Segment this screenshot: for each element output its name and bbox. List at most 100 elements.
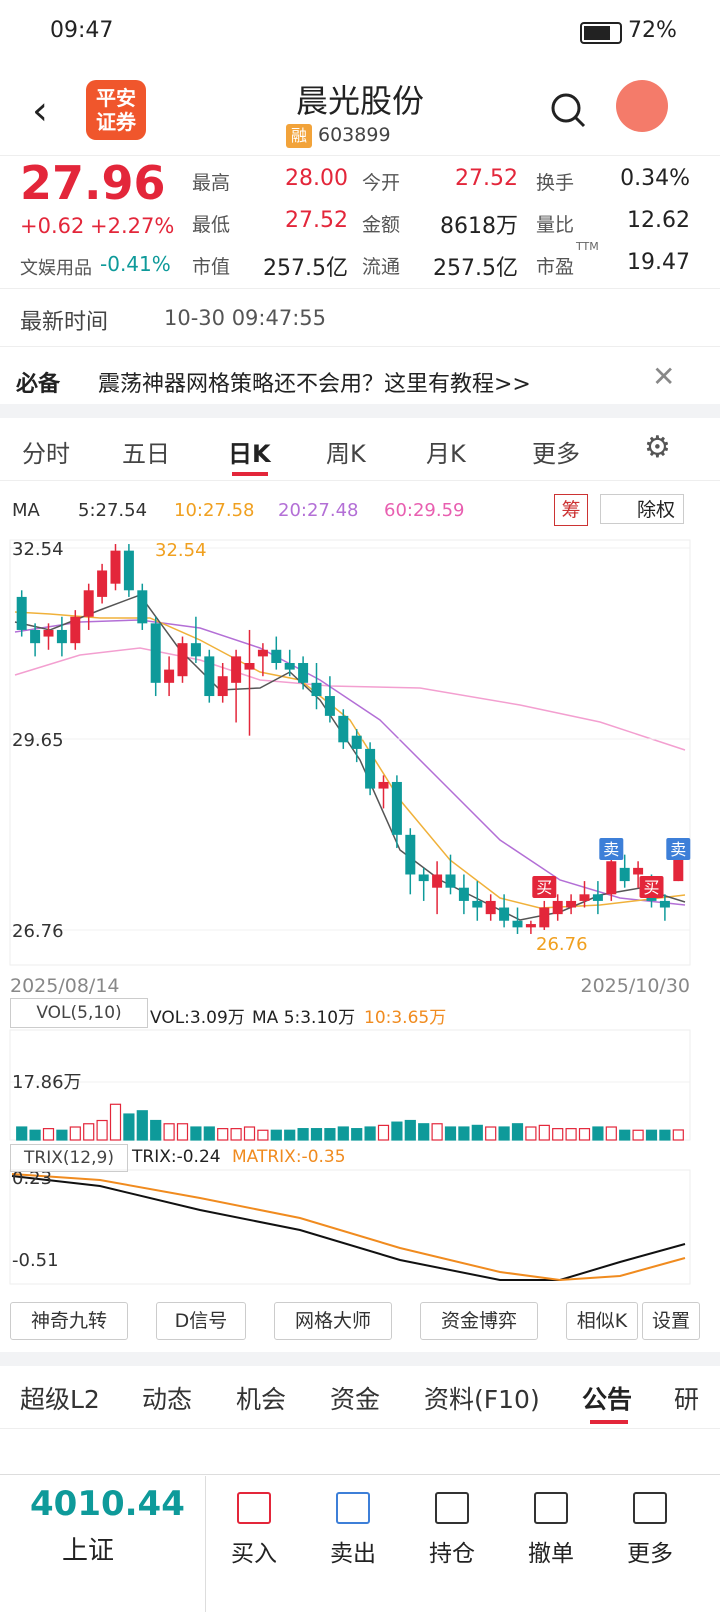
volume-bar [109, 1103, 122, 1141]
stat-value: 27.52 [455, 166, 518, 191]
volume-bar [565, 1128, 577, 1141]
candle-body [16, 596, 27, 630]
info-tab[interactable]: 超级L2 [20, 1385, 100, 1414]
y-tick-label: 0.23 [12, 1168, 52, 1189]
stat-value: 27.52 [285, 208, 348, 233]
volume-bar [29, 1129, 41, 1141]
info-tab[interactable]: 资金 [330, 1385, 381, 1414]
candle-body [217, 676, 228, 697]
bottom-button[interactable]: 卖出 [330, 1541, 376, 1567]
ma-value: 60:29.59 [384, 500, 465, 521]
candle-body [633, 867, 644, 875]
stat-value: 257.5亿 [263, 256, 348, 281]
info-tab[interactable]: 资料(F10) [424, 1385, 540, 1414]
vol-value: VOL:3.09万 [150, 1008, 245, 1028]
ma60 [14, 647, 686, 751]
volume-bar [485, 1126, 497, 1141]
volume-bar [83, 1123, 95, 1141]
candle-body [311, 682, 322, 697]
back[interactable]: ‹ [32, 88, 48, 134]
tab[interactable]: 五日 [122, 440, 170, 468]
banner-text[interactable]: 震荡神器网格策略还不会用？这里有教程>> [98, 372, 531, 397]
candle-body [391, 781, 402, 835]
signal-badge [532, 876, 557, 898]
info-tab[interactable]: 研 [674, 1385, 700, 1414]
button-icon[interactable] [534, 1492, 568, 1524]
signal-badge [666, 838, 691, 860]
bottom-button[interactable]: 持仓 [429, 1541, 475, 1567]
stat-label: 流通 [362, 256, 401, 278]
stock-code[interactable]: 603899 [318, 124, 391, 146]
y-tick-label: 26.76 [12, 921, 64, 942]
volume-bar [310, 1128, 323, 1141]
tool-button[interactable]: 资金博弈 [420, 1302, 538, 1340]
ma-value: 10:27.58 [174, 500, 255, 521]
info-tab[interactable]: 公告 [582, 1385, 633, 1414]
volume-bar [163, 1123, 175, 1141]
button-icon[interactable] [237, 1492, 271, 1524]
tab[interactable]: 更多 [532, 440, 580, 468]
volume-bar [552, 1128, 564, 1141]
sector-pct: -0.41% [100, 252, 171, 276]
volume-bar [632, 1129, 644, 1141]
stat-value: 19.47 [627, 250, 690, 275]
index-name[interactable]: 上证 [62, 1536, 115, 1566]
candle-body [204, 656, 215, 697]
date-end: 2025/10/30 [580, 975, 690, 997]
button-icon[interactable] [435, 1492, 469, 1524]
avatar[interactable] [616, 80, 668, 132]
button-icon[interactable] [336, 1492, 370, 1524]
battery-icon [580, 22, 622, 44]
settings[interactable]: ⚙ [644, 430, 671, 465]
tool-button[interactable]: 设置 [642, 1302, 700, 1340]
candle-body [673, 850, 684, 882]
candle-body [592, 894, 603, 901]
trix-indicator[interactable]: TRIX(12,9) [10, 1144, 128, 1172]
candle-body [365, 748, 376, 789]
update-label: 最新时间 [20, 310, 109, 335]
vol-indicator[interactable]: VOL(5,10) [10, 998, 148, 1028]
volume-bar [351, 1128, 363, 1141]
volume-bar [659, 1129, 671, 1141]
volume-bar [123, 1113, 135, 1141]
signal-label: 卖 [670, 840, 686, 859]
info-tab[interactable]: 机会 [236, 1385, 287, 1414]
bottom-button[interactable]: 更多 [627, 1541, 673, 1567]
y-tick-label: 17.86万 [12, 1072, 82, 1093]
tab-underline [590, 1420, 628, 1424]
candle-body [458, 887, 469, 901]
search[interactable] [548, 90, 588, 130]
candle-body [378, 781, 389, 789]
bottom-button[interactable]: 买入 [231, 1541, 277, 1567]
clock: 09:47 [50, 18, 114, 43]
button-icon[interactable] [633, 1492, 667, 1524]
volume-bar [404, 1119, 416, 1141]
price: 27.96 [20, 156, 166, 210]
tool-button[interactable]: D信号 [156, 1302, 246, 1340]
tab[interactable]: 分时 [22, 440, 70, 468]
volume-bar [525, 1126, 537, 1141]
candle-body [150, 623, 161, 683]
tab[interactable]: 月K [426, 440, 466, 468]
tab[interactable]: 日K [228, 440, 271, 468]
adjust[interactable]: 除权 [600, 494, 684, 524]
info-tab[interactable]: 动态 [142, 1385, 193, 1414]
volume-bar [592, 1126, 604, 1141]
bottom-button[interactable]: 撤单 [528, 1541, 574, 1567]
y-tick-label: 32.54 [12, 539, 64, 560]
candle-body [56, 629, 67, 644]
close[interactable]: ✕ [652, 360, 676, 393]
volume-bar [605, 1126, 617, 1141]
chip[interactable]: 筹 [554, 494, 588, 526]
tab-underline [232, 472, 268, 476]
tab[interactable]: 周K [326, 440, 366, 468]
volume-bar [672, 1129, 684, 1141]
ma5 [14, 594, 686, 921]
tool-button[interactable]: 神奇九转 [10, 1302, 128, 1340]
volume-bar [324, 1128, 336, 1141]
signal-label: 买 [643, 878, 659, 897]
volume-bar [69, 1126, 81, 1141]
tool-button[interactable]: 相似K [566, 1302, 638, 1340]
tool-button[interactable]: 网格大师 [274, 1302, 392, 1340]
volume-bar [619, 1129, 631, 1141]
